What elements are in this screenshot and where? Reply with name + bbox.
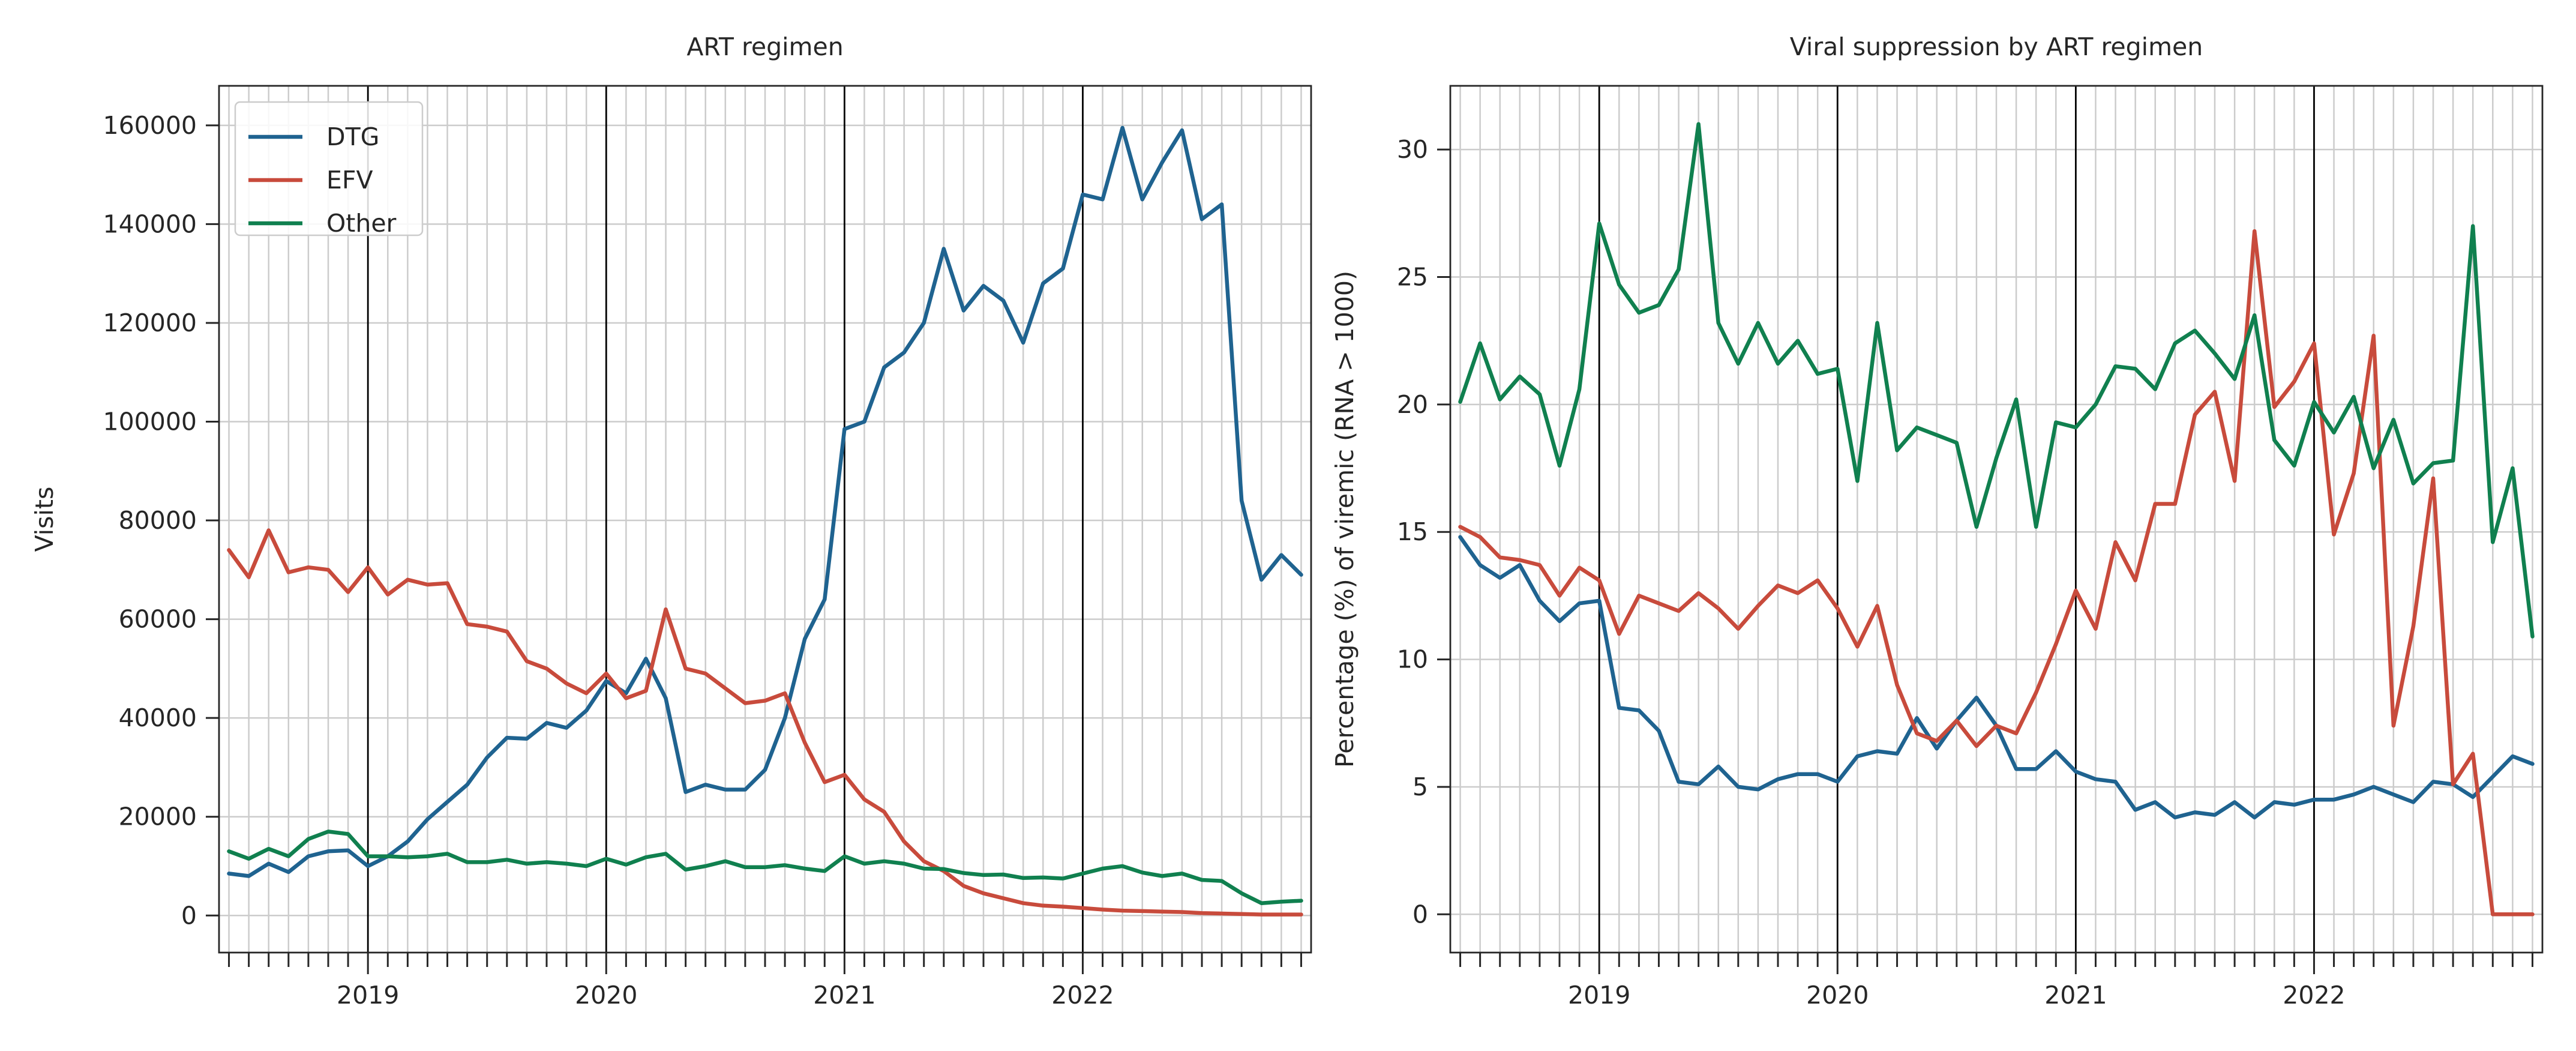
y-tick-label: 120000 xyxy=(103,309,197,337)
x-tick-label: 2022 xyxy=(2283,981,2345,1010)
legend: DTG EFV Other xyxy=(234,101,424,238)
y-tick-label: 20000 xyxy=(119,803,197,831)
y-tick-label: 80000 xyxy=(119,506,197,535)
y-tick-label: 25 xyxy=(1397,263,1428,292)
y-tick-label: 0 xyxy=(181,901,197,930)
y-axis-label: Visits xyxy=(30,487,59,552)
chart-panel-2: 2019 2020 2021 2022 0 5 10 15 20 25 30 Viral suppre… xyxy=(1330,32,2544,1010)
y-tick-label: 60000 xyxy=(119,605,197,634)
x-tick-label: 2021 xyxy=(2044,981,2107,1010)
y-tick-label: 5 xyxy=(1413,772,1428,801)
y-tick-label: 15 xyxy=(1397,517,1428,546)
x-tick-label: 2020 xyxy=(1806,981,1869,1010)
y-tick-label: 160000 xyxy=(103,111,197,140)
x-tick-label: 2022 xyxy=(1051,981,1114,1010)
y-tick-label: 30 xyxy=(1397,135,1428,164)
legend-label-other: Other xyxy=(326,209,397,238)
y-tick-label: 10 xyxy=(1397,645,1428,674)
x-tick-label: 2019 xyxy=(337,981,399,1010)
x-tick-label: 2020 xyxy=(575,981,637,1010)
legend-label-efv: EFV xyxy=(326,166,373,194)
chart-title: ART regimen xyxy=(686,32,843,61)
chart-title: Viral suppression by ART regimen xyxy=(1790,32,2203,61)
y-axis-label: Percentage (%) of viremic (RNA > 1000) xyxy=(1330,271,1359,768)
y-tick-label: 20 xyxy=(1397,390,1428,419)
y-tick-label: 140000 xyxy=(103,209,197,238)
series-line-other xyxy=(227,830,1303,905)
series-line-efv xyxy=(1458,229,2535,917)
y-tick-label: 0 xyxy=(1413,900,1428,929)
series-line-other xyxy=(1458,122,2535,639)
x-tick-label: 2021 xyxy=(813,981,875,1010)
series-line-efv xyxy=(227,528,1303,917)
x-tick-label: 2019 xyxy=(1568,981,1630,1010)
series-line-dtg xyxy=(227,125,1303,878)
y-tick-label: 40000 xyxy=(119,703,197,732)
legend-label-dtg: DTG xyxy=(326,122,379,151)
y-tick-label: 100000 xyxy=(103,407,197,436)
chart-panel-1: 2019 2020 2021 2022 0 20000 40000 60000 80000 100… xyxy=(30,32,1312,1010)
